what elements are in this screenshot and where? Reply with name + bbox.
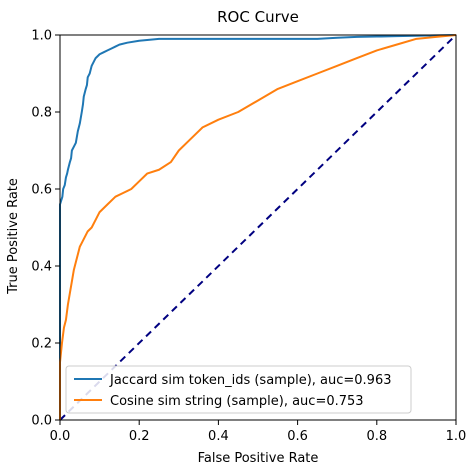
- x-tick-label: 0.4: [208, 429, 229, 444]
- plot-frame: [59, 34, 457, 421]
- x-tick-label: 0.2: [129, 429, 150, 444]
- y-tick-label: 0.8: [31, 106, 52, 121]
- y-tick-label: 0.2: [31, 337, 52, 352]
- legend-box: [65, 365, 412, 414]
- x-axis: 0.0 0.2 0.4 0.6 0.8 1.0: [50, 420, 467, 444]
- x-tick-label: 0.8: [366, 429, 387, 444]
- y-tick-label: 1.0: [31, 29, 52, 44]
- x-axis-label: False Positive Rate: [198, 451, 319, 466]
- diagonal-reference-line: [59, 34, 457, 421]
- series-line-0: [59, 34, 457, 420]
- legend-label-cosine: Cosine sim string (sample), auc=0.753: [110, 394, 364, 409]
- y-axis: 0.0 0.2 0.4 0.6 0.8 1.0: [31, 29, 60, 429]
- legend: Jaccard sim token_ids (sample), auc=0.96…: [65, 365, 412, 414]
- plot-area: [59, 34, 457, 421]
- x-tick-label: 1.0: [446, 429, 467, 444]
- x-tick-label: 0.6: [287, 429, 308, 444]
- y-tick-label: 0.6: [31, 183, 52, 198]
- chart-title: ROC Curve: [217, 8, 299, 26]
- legend-label-jaccard: Jaccard sim token_ids (sample), auc=0.96…: [109, 373, 392, 388]
- y-axis-label: True Positive Rate: [6, 178, 21, 295]
- x-tick-label: 0.0: [50, 429, 71, 444]
- y-tick-label: 0.0: [31, 414, 52, 429]
- y-tick-label: 0.4: [31, 260, 52, 275]
- series-line-1: [59, 34, 457, 420]
